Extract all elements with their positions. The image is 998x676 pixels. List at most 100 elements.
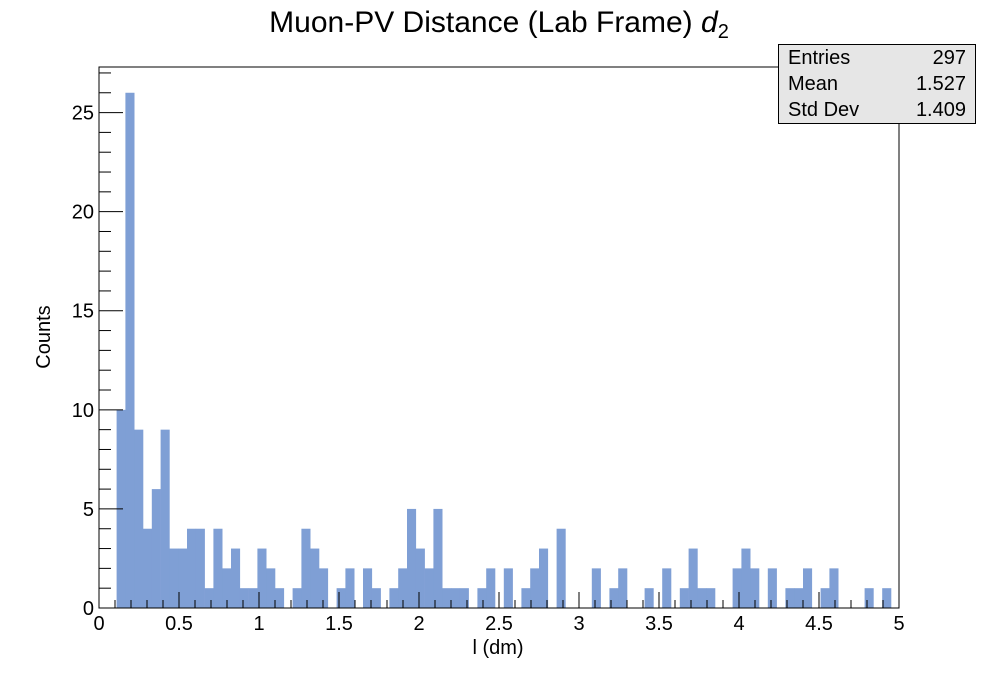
histogram-bar (882, 588, 892, 608)
x-tick-label: 2.5 (485, 613, 513, 635)
y-axis-label: Counts (33, 305, 55, 368)
histogram-bar (539, 548, 549, 608)
y-tick-label: 10 (72, 400, 94, 422)
histogram-bar (195, 528, 205, 608)
histogram-bar (389, 588, 399, 608)
histogram-bar (248, 588, 258, 608)
histogram-bar (204, 588, 214, 608)
histogram-bars (116, 92, 892, 608)
y-tick-label: 20 (72, 202, 94, 224)
histogram-bar (486, 568, 496, 608)
histogram-bar (697, 588, 707, 608)
x-tick-label: 1.5 (325, 613, 353, 635)
histogram-bar (407, 508, 417, 608)
y-tick-label: 0 (83, 598, 94, 620)
histogram-bar (477, 588, 487, 608)
y-axis-ticks: 0 5 10 15 20 25 (72, 72, 123, 620)
histogram-bar (301, 528, 311, 608)
histogram-bar (160, 429, 170, 608)
stats-mean-value: 1.527 (915, 73, 966, 95)
plot-frame (98, 66, 900, 609)
histogram-bar (459, 588, 469, 608)
histogram-bar (767, 568, 777, 608)
histogram-bar (151, 489, 161, 608)
histogram-bar (732, 568, 742, 608)
histogram-bar (187, 528, 197, 608)
stats-std-label: Std Dev (788, 99, 860, 121)
y-tick-label: 15 (72, 301, 94, 323)
histogram-bar (336, 588, 346, 608)
histogram-bar (371, 588, 381, 608)
histogram-bar (679, 588, 689, 608)
stats-row-mean: Mean 1.527 (779, 71, 975, 97)
chart-title-variable: d2 (701, 6, 729, 43)
x-tick-label: 3 (573, 613, 584, 635)
histogram-bar (178, 548, 188, 608)
chart-title-subscript: 2 (717, 21, 729, 43)
stats-row-std: Std Dev 1.409 (779, 97, 975, 123)
histogram-bar (310, 548, 320, 608)
histogram-bar (125, 92, 135, 608)
histogram-bar (134, 429, 144, 608)
histogram-bar (213, 528, 223, 608)
histogram-bar (451, 588, 461, 608)
histogram-bar (662, 568, 672, 608)
histogram-bar (442, 588, 452, 608)
histogram-bar (803, 568, 813, 608)
histogram-bar (829, 568, 839, 608)
stats-row-entries: Entries 297 (779, 45, 975, 71)
histogram-bar (415, 548, 425, 608)
histogram-bar (741, 548, 751, 608)
x-tick-label: 0.5 (165, 613, 193, 635)
histogram-bar (820, 588, 830, 608)
histogram-bar (750, 568, 760, 608)
histogram-bar (609, 588, 619, 608)
histogram-bar (591, 568, 601, 608)
histogram-bar (345, 568, 355, 608)
histogram-bar (688, 548, 698, 608)
histogram-bar (231, 548, 241, 608)
x-tick-label: 5 (893, 613, 904, 635)
chart-title: Muon-PV Distance (Lab Frame) d2 (0, 6, 998, 44)
histogram-bar (143, 528, 153, 608)
stats-box: Entries 297 Mean 1.527 Std Dev 1.409 (778, 44, 976, 124)
stats-entries-value: 297 (932, 47, 966, 69)
histogram-bar (521, 588, 531, 608)
x-tick-label: 4.5 (805, 613, 833, 635)
histogram-bar (319, 568, 329, 608)
histogram-bar (275, 588, 285, 608)
histogram-bar (503, 568, 513, 608)
histogram-bar (618, 568, 628, 608)
x-tick-label: 3.5 (645, 613, 673, 635)
x-tick-label: 2 (413, 613, 424, 635)
histogram-bar (864, 588, 874, 608)
histogram-bar (785, 588, 795, 608)
histogram-bar (794, 588, 804, 608)
histogram-bar (239, 588, 249, 608)
stats-entries-label: Entries (788, 47, 851, 69)
y-tick-label: 5 (83, 499, 94, 521)
histogram-bar (222, 568, 232, 608)
stats-mean-label: Mean (788, 73, 839, 95)
x-axis-label: l (dm) (472, 637, 523, 659)
histogram-bar (530, 568, 540, 608)
histogram-bar (266, 568, 276, 608)
x-axis-ticks: 0 0.5 1 1.5 2 2.5 3 3.5 4 4.5 5 (93, 592, 905, 635)
histogram-bar (398, 568, 408, 608)
x-tick-label: 4 (733, 613, 744, 635)
histogram-bar (556, 528, 566, 608)
histogram-bar (706, 588, 716, 608)
histogram-bar (424, 568, 434, 608)
x-tick-label: 1 (253, 613, 264, 635)
chart-title-main: Muon-PV Distance (Lab Frame) (269, 6, 693, 39)
y-tick-label: 25 (72, 103, 94, 125)
histogram-bar (644, 588, 654, 608)
histogram-bar (257, 548, 267, 608)
histogram-bar (292, 588, 302, 608)
x-tick-label: 0 (93, 613, 104, 635)
stats-std-value: 1.409 (915, 99, 966, 121)
histogram-bar (363, 568, 373, 608)
histogram-bar (433, 508, 443, 608)
histogram-bar (169, 548, 179, 608)
